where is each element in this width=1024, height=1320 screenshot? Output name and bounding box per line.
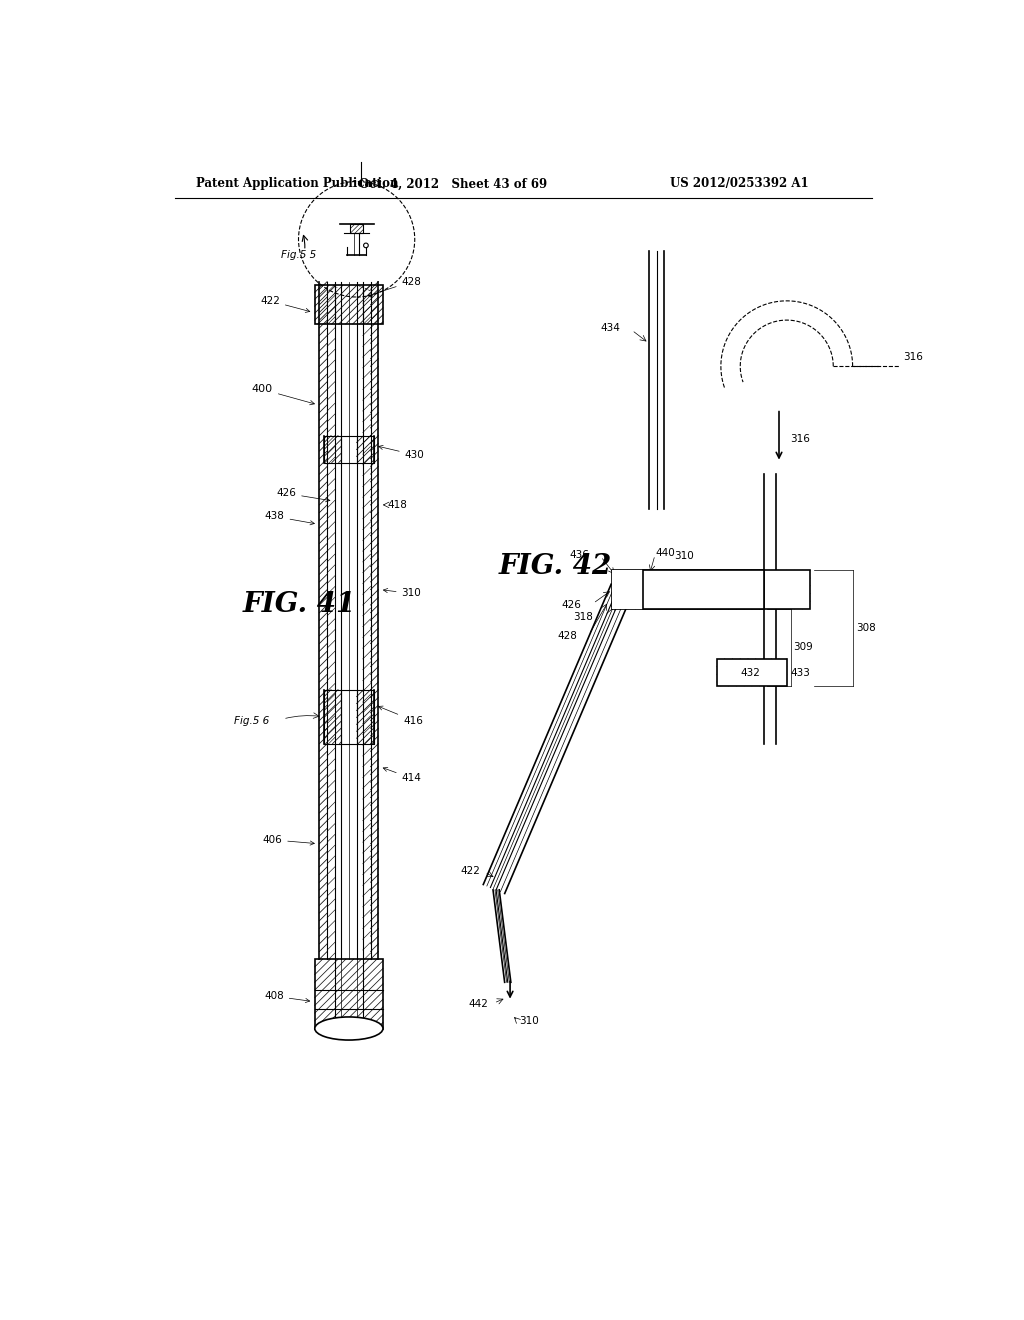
- Text: US 2012/0253392 A1: US 2012/0253392 A1: [671, 177, 809, 190]
- Text: 426: 426: [276, 488, 330, 502]
- Text: 430: 430: [379, 445, 424, 459]
- Text: 418: 418: [388, 500, 408, 510]
- Bar: [324, 436, 374, 462]
- Text: FIG. 42: FIG. 42: [499, 553, 611, 579]
- Text: 432: 432: [740, 668, 760, 677]
- Text: 318: 318: [573, 611, 593, 622]
- Text: 310: 310: [675, 552, 694, 561]
- Bar: [612, 570, 643, 609]
- Text: 422: 422: [461, 866, 480, 875]
- Bar: [612, 570, 764, 609]
- Text: FIG. 41: FIG. 41: [243, 591, 356, 619]
- Text: 408: 408: [264, 991, 309, 1003]
- Text: 416: 416: [379, 706, 423, 726]
- Text: 436: 436: [569, 550, 589, 560]
- Text: 433: 433: [791, 668, 811, 677]
- Text: 308: 308: [856, 623, 877, 634]
- Bar: [314, 960, 383, 1028]
- Text: 400: 400: [252, 384, 314, 405]
- Text: 406: 406: [262, 834, 314, 845]
- Text: 438: 438: [264, 511, 314, 525]
- Bar: [643, 570, 764, 609]
- Text: 428: 428: [558, 631, 578, 640]
- Text: 422: 422: [260, 296, 310, 313]
- Text: 309: 309: [793, 643, 813, 652]
- Text: 442: 442: [469, 999, 488, 1008]
- Text: 440: 440: [655, 548, 675, 558]
- Text: 316: 316: [903, 352, 923, 362]
- Circle shape: [364, 243, 369, 248]
- Text: 310: 310: [519, 1016, 539, 1026]
- Text: Oct. 4, 2012   Sheet 43 of 69: Oct. 4, 2012 Sheet 43 of 69: [359, 177, 548, 190]
- Text: 428: 428: [368, 277, 422, 297]
- Text: Patent Application Publication: Patent Application Publication: [197, 177, 398, 190]
- Text: 316: 316: [791, 434, 811, 445]
- Text: 426: 426: [561, 601, 582, 610]
- Bar: [764, 570, 810, 609]
- Text: Fig.5 6: Fig.5 6: [233, 715, 269, 726]
- Text: Fig.5 5: Fig.5 5: [282, 249, 316, 260]
- Text: 414: 414: [383, 767, 422, 783]
- Bar: [350, 224, 362, 234]
- Bar: [324, 690, 374, 743]
- Text: 310: 310: [383, 589, 421, 598]
- Bar: [717, 659, 786, 686]
- Bar: [314, 285, 383, 323]
- Text: 434: 434: [600, 323, 621, 333]
- Ellipse shape: [314, 1016, 383, 1040]
